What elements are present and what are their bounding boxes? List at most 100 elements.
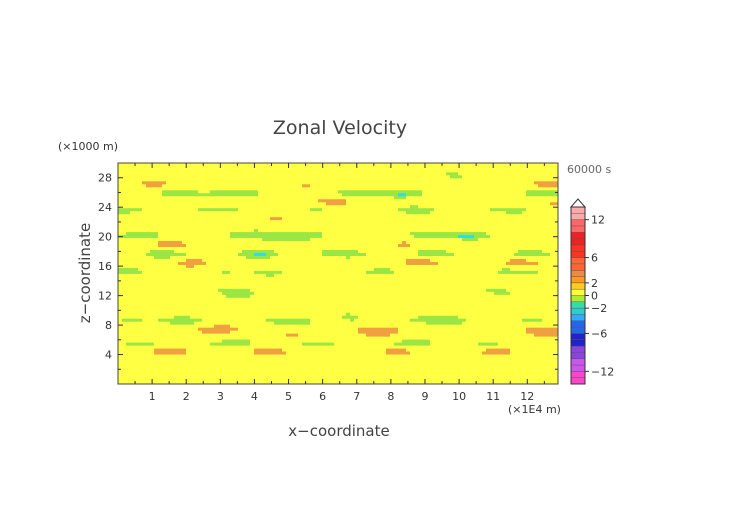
field-cell — [482, 291, 487, 295]
field-cell — [250, 270, 255, 274]
field-cell — [502, 288, 507, 292]
field-cell — [378, 381, 383, 385]
field-cell — [166, 354, 171, 358]
field-cell — [446, 321, 451, 325]
field-cell — [330, 255, 335, 259]
field-cell — [134, 360, 139, 364]
field-cell — [250, 267, 255, 271]
field-cell — [542, 282, 547, 286]
field-cell — [514, 321, 519, 325]
field-cell — [338, 288, 343, 292]
field-cell — [266, 264, 271, 268]
field-cell — [306, 309, 311, 313]
field-cell — [346, 351, 351, 355]
field-cell — [450, 294, 455, 298]
field-cell — [134, 288, 139, 292]
field-cell — [410, 300, 415, 304]
field-cell — [134, 339, 139, 343]
field-cell — [466, 321, 471, 325]
field-cell — [514, 264, 519, 268]
field-cell — [526, 336, 531, 340]
field-cell — [382, 258, 387, 262]
field-cell — [502, 372, 507, 376]
field-cell — [198, 294, 203, 298]
field-cell — [218, 375, 223, 379]
field-cell — [526, 342, 531, 346]
field-cell — [370, 375, 375, 379]
field-cell — [270, 339, 275, 343]
field-cell — [134, 315, 139, 319]
field-cell — [470, 303, 475, 307]
field-cell — [302, 267, 307, 271]
field-cell — [470, 378, 475, 382]
field-cell — [246, 366, 251, 370]
field-cell — [430, 303, 435, 307]
field-cell — [146, 264, 151, 268]
field-cell — [142, 339, 147, 343]
field-cell — [194, 315, 199, 319]
field-cell — [514, 288, 519, 292]
field-cell — [334, 378, 339, 382]
field-cell — [290, 327, 295, 331]
field-cell — [426, 282, 431, 286]
field-cell — [366, 339, 371, 343]
field-cell — [210, 324, 215, 328]
field-cell — [150, 246, 155, 251]
field-cell — [438, 327, 443, 331]
field-cell — [214, 300, 219, 304]
field-cell — [362, 273, 367, 277]
field-cell — [178, 372, 183, 376]
field-cell — [390, 318, 395, 322]
field-cell — [406, 297, 411, 301]
field-cell — [222, 300, 227, 304]
field-cell — [162, 363, 167, 367]
field-cell — [434, 267, 439, 271]
field-cell — [450, 309, 455, 313]
field-cell — [546, 252, 551, 256]
field-cell — [258, 291, 263, 295]
field-cell — [366, 372, 371, 376]
field-cell — [190, 324, 195, 328]
field-cell — [394, 330, 399, 334]
field-cell — [174, 312, 179, 316]
field-cell — [230, 294, 235, 298]
field-cell — [314, 264, 319, 268]
field-cell — [194, 345, 199, 349]
field-cell — [462, 342, 467, 346]
field-cell — [174, 336, 179, 340]
field-cell — [458, 291, 463, 295]
field-cell — [550, 264, 555, 268]
field-cell — [214, 369, 219, 373]
field-cell — [306, 297, 311, 301]
field-cell — [450, 357, 455, 361]
field-cell — [170, 294, 175, 298]
field-cell — [294, 369, 299, 373]
field-cell — [454, 297, 459, 301]
field-cell — [494, 351, 499, 355]
field-cell — [378, 345, 383, 349]
field-cell — [518, 285, 523, 289]
field-cell — [198, 354, 203, 358]
field-cell — [318, 354, 323, 358]
field-cell — [386, 333, 391, 337]
field-cell — [458, 336, 463, 340]
field-cell — [510, 294, 515, 298]
field-cell — [458, 285, 463, 289]
field-cell — [390, 351, 395, 355]
field-cell — [414, 291, 419, 295]
field-cell — [410, 351, 415, 355]
field-cell — [186, 288, 191, 292]
field-cell — [162, 366, 167, 370]
field-cell — [458, 333, 463, 337]
field-cell — [450, 288, 455, 292]
field-cell — [362, 360, 367, 364]
field-cell — [386, 258, 391, 262]
field-cell — [302, 378, 307, 382]
field-cell — [438, 336, 443, 340]
field-cell — [286, 267, 291, 271]
field-cell — [306, 306, 311, 310]
field-cell — [466, 327, 471, 331]
field-cell — [122, 369, 127, 373]
field-cell — [394, 360, 399, 364]
field-cell — [226, 333, 231, 337]
